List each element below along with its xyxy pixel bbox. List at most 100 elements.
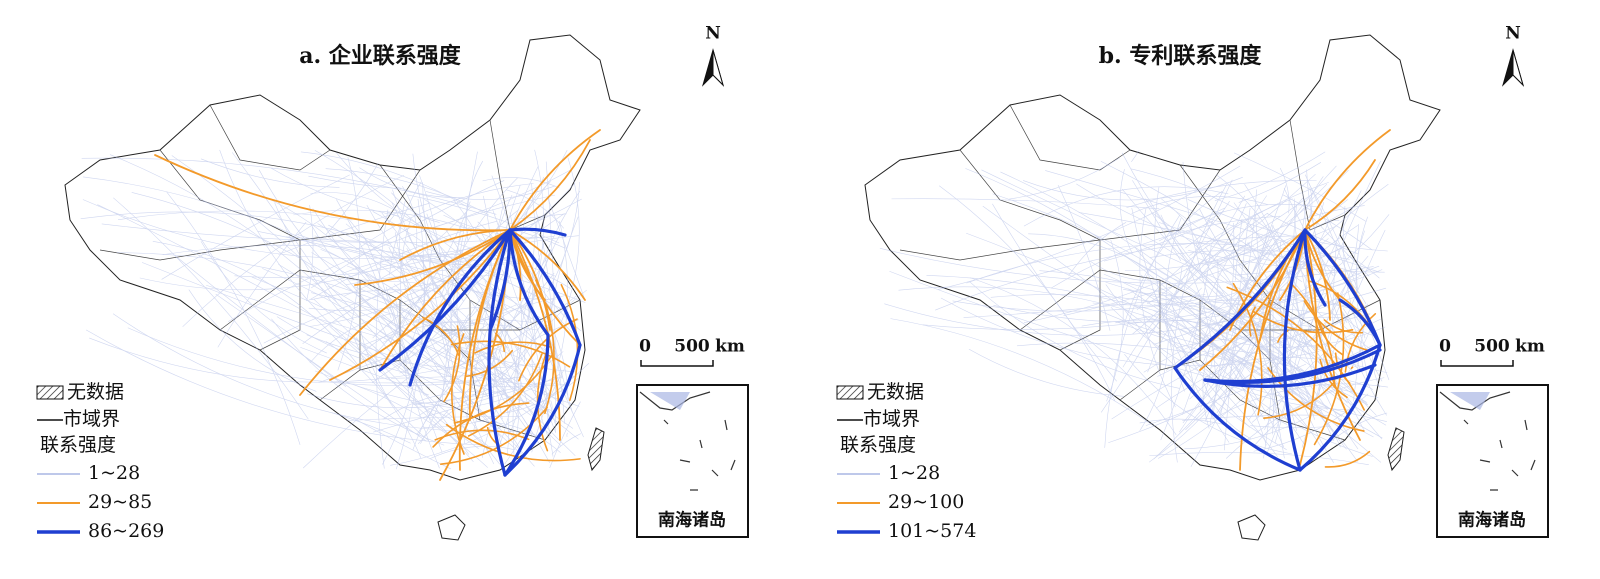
link-weak [1104,214,1181,448]
link-weak [1170,293,1196,358]
north-arrow-half [712,49,725,87]
link-weak [1131,195,1269,214]
link-weak [402,186,418,250]
link-weak [492,296,555,387]
link-weak [540,306,569,400]
link-weak [530,210,550,226]
city-boundary [99,239,301,261]
city-boundary [209,104,331,171]
link-weak [127,327,480,386]
link-weak [1123,289,1224,298]
link-weak [939,185,1116,402]
link-medium [379,229,511,371]
link-medium [495,332,506,353]
city-boundary [159,149,421,241]
link-weak [968,349,1124,397]
link-weak [1171,305,1373,457]
link-weak [1153,310,1383,439]
link-weak [560,157,580,324]
link-weak [1132,180,1182,261]
link-weak [1257,183,1327,266]
link-medium [1350,366,1354,370]
link-weak [386,286,443,453]
inset-links [650,392,690,410]
link-weak [1224,207,1251,451]
link-medium [1313,292,1345,446]
link-weak [1266,213,1359,255]
link-weak [1224,222,1235,344]
link-weak [1153,304,1247,380]
link-weak [1108,405,1202,443]
legend-class-label: 1~28 [88,462,140,484]
link-weak [83,176,463,341]
link-weak [1155,313,1371,409]
link-weak [1346,254,1380,279]
legend-title: 联系强度 [840,434,916,456]
legend-boundary: 市域界 [63,408,120,430]
north-label: N [705,24,721,44]
city-boundary [959,149,1221,241]
panel-title: b. 专利联系强度 [1099,43,1263,69]
link-weak [1139,341,1169,431]
link-medium [509,229,551,331]
link-medium [468,229,511,421]
link-weak [515,213,567,220]
link-weak [373,308,425,396]
link-weak [1306,169,1348,323]
link-weak [1132,195,1245,335]
inset-label: 南海诸岛 [1458,510,1526,531]
link-strong [378,228,512,372]
link-weak [1308,183,1358,290]
link-weak [419,175,445,288]
link-weak [313,298,474,462]
link-weak [411,321,539,331]
link-weak [113,197,309,420]
link-weak [524,190,581,362]
link-weak [314,235,486,337]
link-weak [109,154,355,320]
link-medium [453,355,553,424]
link-weak [381,212,506,404]
inset-frame [1436,384,1549,538]
link-medium [329,229,511,381]
link-weak [389,181,422,276]
link-weak [432,363,514,427]
link-strong [503,333,550,477]
link-weak [952,297,1208,312]
scale-distance: 500 [674,337,710,357]
legend-nodata: 无数据 [867,381,924,403]
link-weak [310,289,440,300]
link-weak [1119,168,1133,254]
link-weak [1149,337,1262,463]
link-weak [935,235,1302,311]
link-weak [969,277,1177,436]
link-strong [503,343,582,477]
legend-class-label: 29~100 [888,491,964,513]
link-medium [445,423,581,462]
legend-nodata: 无数据 [67,381,124,403]
link-weak [1149,452,1369,466]
link-weak [162,244,586,303]
link-weak [484,280,493,297]
scale-unit: km [715,337,745,357]
link-weak [1186,267,1275,361]
link-strong [1303,228,1327,307]
link-weak [373,376,564,433]
link-weak [1068,222,1127,276]
link-strong [1173,228,1307,370]
link-strong [488,228,512,332]
link-weak [373,346,497,453]
link-weak [354,338,429,441]
link-weak [494,350,509,456]
scale-zero: 0 [639,337,651,357]
link-weak [271,167,400,217]
link-weak [386,323,423,390]
link-weak [1122,212,1268,368]
link-strong [1338,298,1382,347]
link-weak [482,177,560,189]
link-weak [263,273,504,344]
link-weak [1097,309,1272,356]
link-weak [200,158,340,188]
link-weak [347,279,440,286]
link-weak [1131,150,1140,162]
